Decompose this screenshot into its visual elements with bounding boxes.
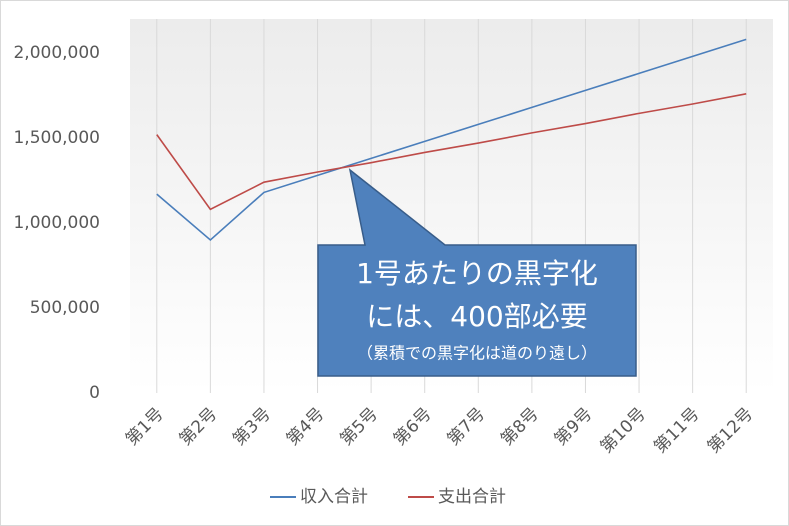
annotation: （累積での黒字化は道のり遠し） bbox=[357, 344, 597, 363]
y-tick-label: 1,000,000 bbox=[13, 213, 100, 233]
lines bbox=[156, 38, 747, 242]
series-line bbox=[156, 93, 747, 211]
y-tick-label: 500,000 bbox=[30, 298, 100, 318]
callout-box bbox=[317, 168, 637, 377]
y-tick-label: 0 bbox=[89, 383, 100, 403]
legend-label: 支出合計 bbox=[438, 487, 506, 507]
y-tick-label: 2,000,000 bbox=[13, 43, 100, 63]
annotation: 1号あたりの黒字化 bbox=[356, 257, 598, 290]
annotation: には、400部必要 bbox=[366, 300, 587, 333]
y-tick-label: 1,500,000 bbox=[13, 128, 100, 148]
series-line bbox=[156, 38, 747, 242]
callout: 1号あたりの黒字化 には、400部必要 （累積での黒字化は道のり遠し） bbox=[317, 168, 637, 377]
legend-label: 収入合計 bbox=[300, 487, 368, 507]
